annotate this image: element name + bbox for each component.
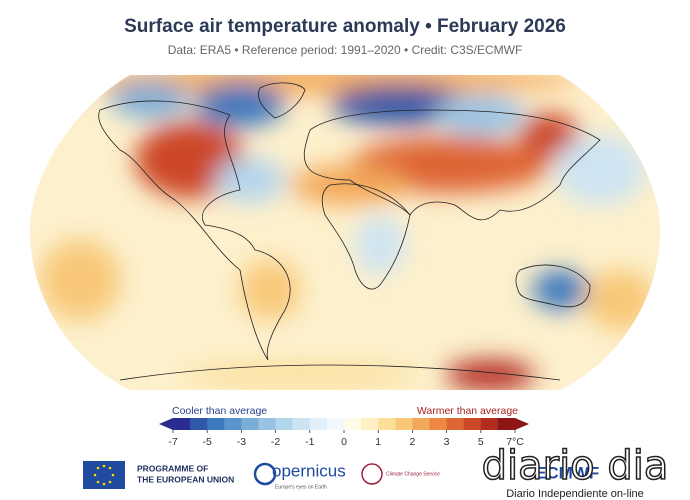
colorbar-arrow-low <box>159 418 173 430</box>
colorbar-tick-label: 2 <box>409 436 415 448</box>
colorbar-segment <box>395 418 413 430</box>
colorbar-arrow-high <box>515 418 529 430</box>
colorbar-segment <box>207 418 225 430</box>
copernicus-icon <box>253 462 277 486</box>
colorbar-tick-label: 1 <box>375 436 381 448</box>
colorbar-segment <box>190 418 208 430</box>
colorbar-segment <box>344 418 362 430</box>
colorbar-segment <box>309 418 328 430</box>
colorbar-segment <box>480 418 499 430</box>
colorbar-tick-label: -5 <box>203 436 212 448</box>
colorbar-tick-label: 7°C <box>506 436 524 448</box>
colorbar: Cooler than average Warmer than average … <box>159 405 529 448</box>
footer: PROGRAMME OF THE EUROPEAN UNION opernicu… <box>83 442 669 500</box>
colorbar-segment <box>412 418 430 430</box>
ecmwf-text: ECMWF <box>535 463 599 482</box>
colorbar-segment <box>378 418 396 430</box>
colorbar-segment <box>173 418 191 430</box>
colorbar-segment <box>361 418 379 430</box>
colorbar-segment <box>326 418 345 430</box>
colorbar-tick-label: 5 <box>478 436 484 448</box>
colorbar-segment <box>446 418 465 430</box>
colorbar-tick-label: -2 <box>271 436 280 448</box>
title: Surface air temperature anomaly • Februa… <box>124 16 566 37</box>
colorbar-right-label: Warmer than average <box>417 405 518 417</box>
anomaly-map <box>29 75 661 390</box>
subtitle: Data: ERA5 • Reference period: 1991–2020… <box>168 43 523 57</box>
watermark: diario dia <box>482 443 669 489</box>
eu-line2: THE EUROPEAN UNION <box>137 474 234 484</box>
colorbar-tick-label: 0 <box>341 436 347 448</box>
colorbar-tick-label: 3 <box>444 436 450 448</box>
c3s-text: Climate Change Service <box>386 471 440 477</box>
copernicus-tagline: Europe's eyes on Earth <box>275 484 327 490</box>
colorbar-segment <box>463 418 482 430</box>
colorbar-segment <box>275 418 294 430</box>
colorbar-segment <box>258 418 276 430</box>
colorbar-segment <box>497 418 516 430</box>
colorbar-tick-label: -7 <box>168 436 177 448</box>
copernicus-text: opernicus <box>272 461 346 480</box>
colorbar-segment <box>241 418 259 430</box>
colorbar-segment <box>429 418 447 430</box>
colorbar-left-label: Cooler than average <box>172 405 267 417</box>
eu-line1: PROGRAMME OF <box>137 463 208 473</box>
c3s-icon <box>361 463 383 485</box>
watermark-tagline: Diario Independiente on-line <box>506 488 644 500</box>
colorbar-segment <box>292 418 311 430</box>
colorbar-tick-label: -1 <box>305 436 314 448</box>
colorbar-tick-label: -3 <box>237 436 246 448</box>
colorbar-segment <box>224 418 242 430</box>
